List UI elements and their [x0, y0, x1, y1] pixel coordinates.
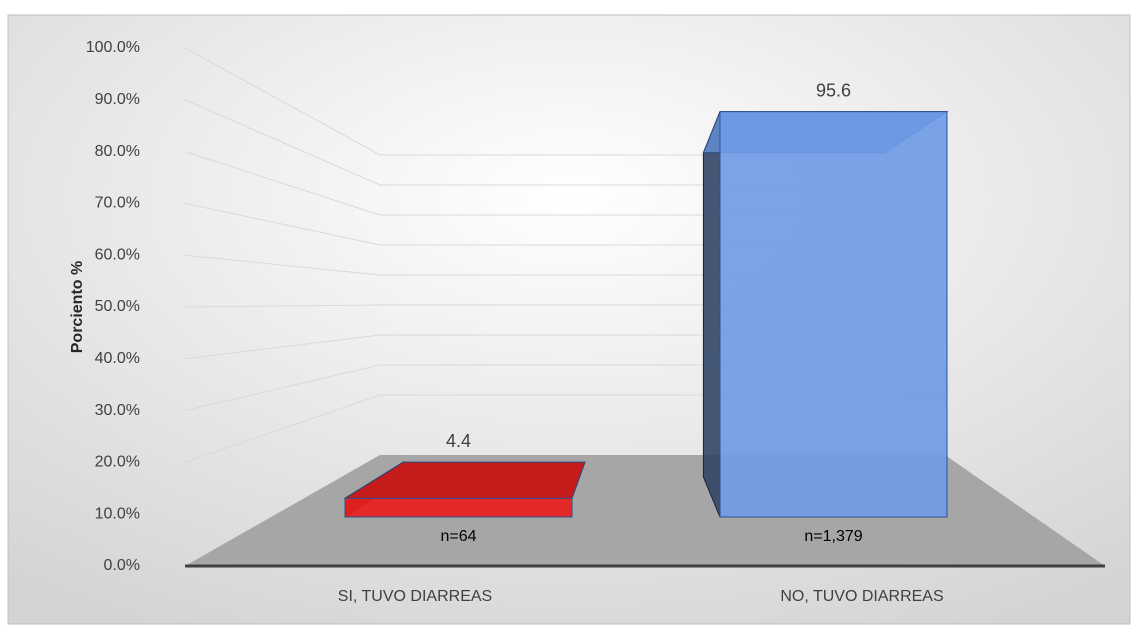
x-tick-label: SI, TUVO DIARREAS — [338, 588, 492, 605]
bar-front — [719, 111, 948, 518]
bar-annotation: n=1,379 — [804, 528, 862, 545]
y-tick-label: 0.0% — [104, 557, 140, 574]
y-tick-label: 60.0% — [95, 246, 140, 263]
y-tick-label: 100.0% — [86, 39, 140, 56]
bar-front — [344, 497, 573, 518]
y-tick-label: 20.0% — [95, 454, 140, 471]
bar — [343, 461, 586, 518]
y-tick-label: 70.0% — [95, 195, 140, 212]
y-tick-label: 80.0% — [95, 143, 140, 160]
y-tick-label: 10.0% — [95, 505, 140, 522]
y-tick-label: 50.0% — [95, 298, 140, 315]
x-tick-label: NO, TUVO DIARREAS — [780, 588, 943, 605]
y-axis-label: Porciento % — [69, 261, 86, 353]
y-tick-label: 30.0% — [95, 402, 140, 419]
bar-side — [702, 111, 721, 518]
y-tick-label: 90.0% — [95, 91, 140, 108]
y-tick-label: 40.0% — [95, 350, 140, 367]
bar — [702, 111, 949, 518]
data-label: 95.6 — [816, 80, 851, 100]
bar-annotation: n=64 — [440, 528, 476, 545]
data-label: 4.4 — [446, 431, 471, 451]
